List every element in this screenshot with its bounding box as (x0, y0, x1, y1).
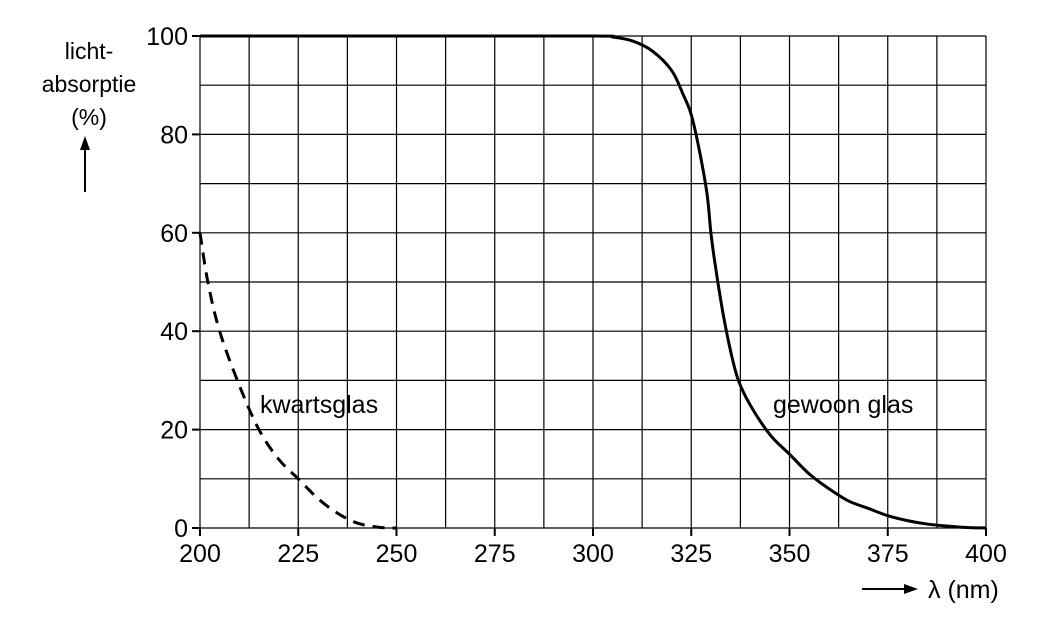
series-layer (198, 34, 987, 530)
x-tick-label: 400 (965, 540, 1007, 568)
y-axis-label: licht- absorptie (%) (42, 38, 137, 130)
y-tick-label: 80 (160, 121, 188, 149)
grid (192, 35, 987, 536)
x-tick-label: 225 (277, 540, 319, 568)
x-tick-label: 200 (179, 540, 221, 568)
annotation-kwartsglas: kwartsglas (260, 391, 378, 419)
y-tick-label: 40 (160, 318, 188, 346)
x-axis-arrow-icon (862, 584, 918, 594)
y-tick-label: 20 (160, 417, 188, 445)
x-tick-label: 275 (474, 540, 516, 568)
y-axis-label-line-2: absorptie (42, 71, 137, 97)
y-tick-label: 0 (174, 515, 188, 543)
x-tick-label: 375 (867, 540, 909, 568)
x-tick-label: 250 (376, 540, 418, 568)
x-tick-label: 325 (670, 540, 712, 568)
series-line-gewoon-glas (200, 34, 987, 530)
y-tick-label: 100 (146, 23, 188, 51)
y-axis-label-line-3: (%) (71, 104, 107, 130)
annotation-gewoon-glas: gewoon glas (773, 391, 913, 419)
series-line-kwartsglas (198, 232, 397, 530)
y-axis-label-line-1: licht- (65, 38, 114, 64)
x-tick-label: 300 (572, 540, 614, 568)
x-axis-label: λ (nm) (928, 576, 999, 604)
x-tick-label: 350 (769, 540, 811, 568)
y-axis-arrow-icon (80, 136, 90, 192)
tick-labels: 200 225 250 275 300 325 350 375 400 0 20 40 60 80 100 (146, 23, 1007, 568)
y-tick-label: 60 (160, 220, 188, 248)
